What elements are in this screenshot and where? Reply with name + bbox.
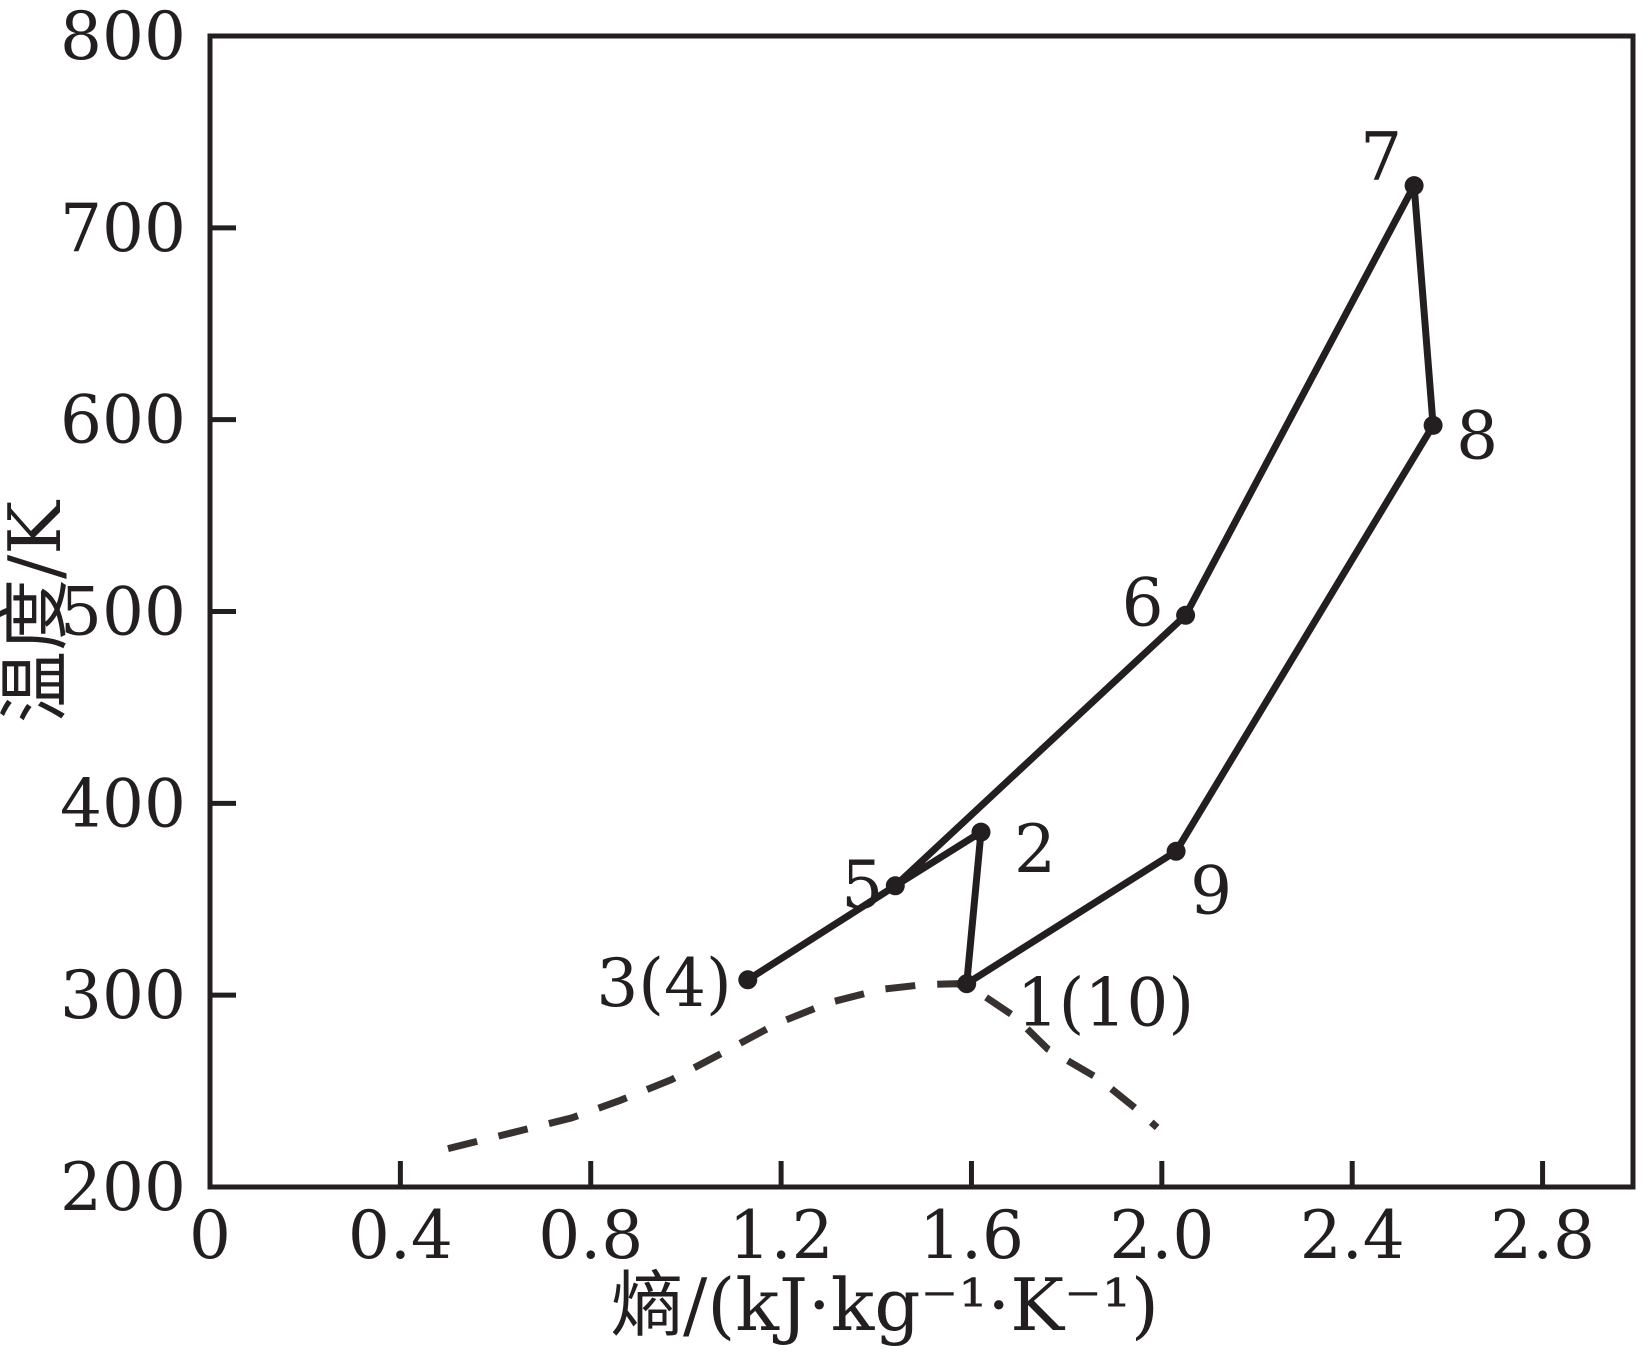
point-label-6: 6 [1122, 564, 1164, 641]
data-point-dot-8 [1423, 415, 1443, 435]
y-tick-label: 300 [60, 957, 186, 1034]
state-points: 1(10) 2 3(4) 5 6 7 8 9 [596, 119, 1498, 1042]
x-tick-label: 2.4 [1300, 1197, 1405, 1274]
y-axis: 200 300 400 500 600 700 800 [60, 0, 236, 1226]
y-tick-label: 700 [60, 190, 186, 267]
data-point-dot-2 [971, 822, 991, 842]
point-label-1(10): 1(10) [1017, 965, 1194, 1042]
y-tick-label: 500 [60, 574, 186, 651]
point-label-9: 9 [1190, 852, 1232, 929]
x-tick-label: 0.4 [348, 1197, 453, 1274]
plot-border [207, 33, 1636, 1190]
y-tick-label: 600 [60, 382, 186, 459]
x-tick-label: 2.8 [1490, 1197, 1595, 1274]
data-point-dot-1(10) [957, 974, 977, 994]
point-label-5: 5 [841, 847, 883, 924]
y-axis-title: 温度/K [0, 500, 77, 723]
x-tick-label: 1.6 [919, 1197, 1024, 1274]
data-point-dot-6 [1176, 605, 1196, 625]
y-tick-label: 200 [60, 1149, 186, 1226]
data-point-dot-3(4) [738, 970, 758, 990]
saturation-dome-curve [447, 980, 1160, 1152]
x-tick-label: 0 [189, 1197, 231, 1274]
y-tick-label: 400 [60, 765, 186, 842]
data-point-dot-9 [1166, 841, 1186, 861]
x-tick-label: 2.0 [1109, 1197, 1214, 1274]
y-tick-label: 800 [60, 0, 186, 75]
x-axis-title: 熵/(kJ·kg⁻¹·K⁻¹) [611, 1263, 1159, 1347]
x-tick-label: 1.2 [729, 1197, 834, 1274]
point-label-8: 8 [1456, 397, 1498, 474]
data-point-dot-5 [885, 876, 905, 896]
point-label-3(4): 3(4) [596, 945, 731, 1022]
point-label-7: 7 [1360, 119, 1402, 196]
x-axis: 0 0.4 0.8 1.2 1.6 2.0 2.4 2.8 [189, 1161, 1595, 1274]
x-tick-label: 0.8 [538, 1197, 643, 1274]
data-point-dot-7 [1404, 176, 1424, 196]
point-label-2: 2 [1014, 811, 1056, 888]
